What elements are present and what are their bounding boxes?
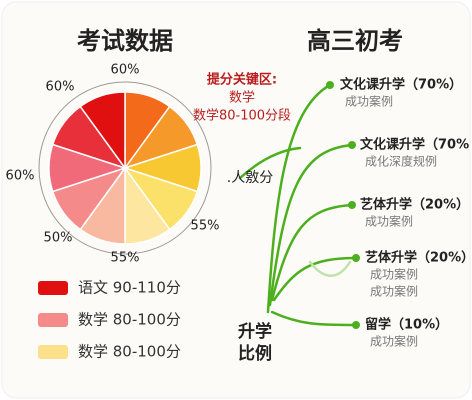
legend-swatch: [38, 345, 68, 359]
right-title: 高三初考: [307, 27, 403, 55]
annotation: 数学: [229, 90, 255, 106]
pie-label: 55%: [111, 251, 140, 266]
legend-swatch: [38, 313, 68, 327]
pie-slice: [79, 91, 126, 171]
node-sub: 成功案例: [370, 267, 418, 282]
pie-label: 55%: [191, 219, 220, 234]
legend-swatch: [38, 281, 68, 295]
pie: [48, 91, 202, 245]
tree-lines: [238, 83, 358, 327]
pie-label: 60%: [46, 80, 75, 95]
node-sub: 成功案例: [365, 214, 413, 229]
node-sub: 成化深度规例: [365, 154, 437, 169]
legend-label: 数学 80-100分: [78, 311, 181, 329]
node-sub: 成功案例: [345, 94, 393, 109]
node-sub: 成功案例: [370, 284, 418, 299]
node-label: 艺体升学（20%）: [365, 250, 472, 266]
annotation: 数学80-100分段: [193, 108, 291, 124]
node-label: 艺体升学（20%）: [360, 197, 469, 213]
root-label: 升学: [238, 321, 272, 342]
pie-label: 60%: [6, 169, 35, 184]
legend-label: 语文 90-110分: [78, 279, 181, 297]
annotation: 提分关键区:: [207, 72, 277, 88]
node-label: 文化课升学（70%）: [340, 77, 462, 93]
node-label: 文化课升学（70%: [360, 137, 469, 153]
left-title: 考试数据: [77, 27, 173, 55]
tree-dots: [326, 81, 360, 329]
pie-label: 60%: [111, 63, 140, 78]
node-sub: 成功案例: [370, 334, 418, 349]
legend-label: 数学 80-100分: [78, 343, 181, 361]
root-label: 比例: [238, 343, 272, 364]
note: .人敫分: [227, 170, 273, 186]
node-label: 留学（10%）: [365, 317, 448, 333]
pie-ring: [38, 81, 212, 255]
pie-label: 50%: [44, 231, 73, 246]
